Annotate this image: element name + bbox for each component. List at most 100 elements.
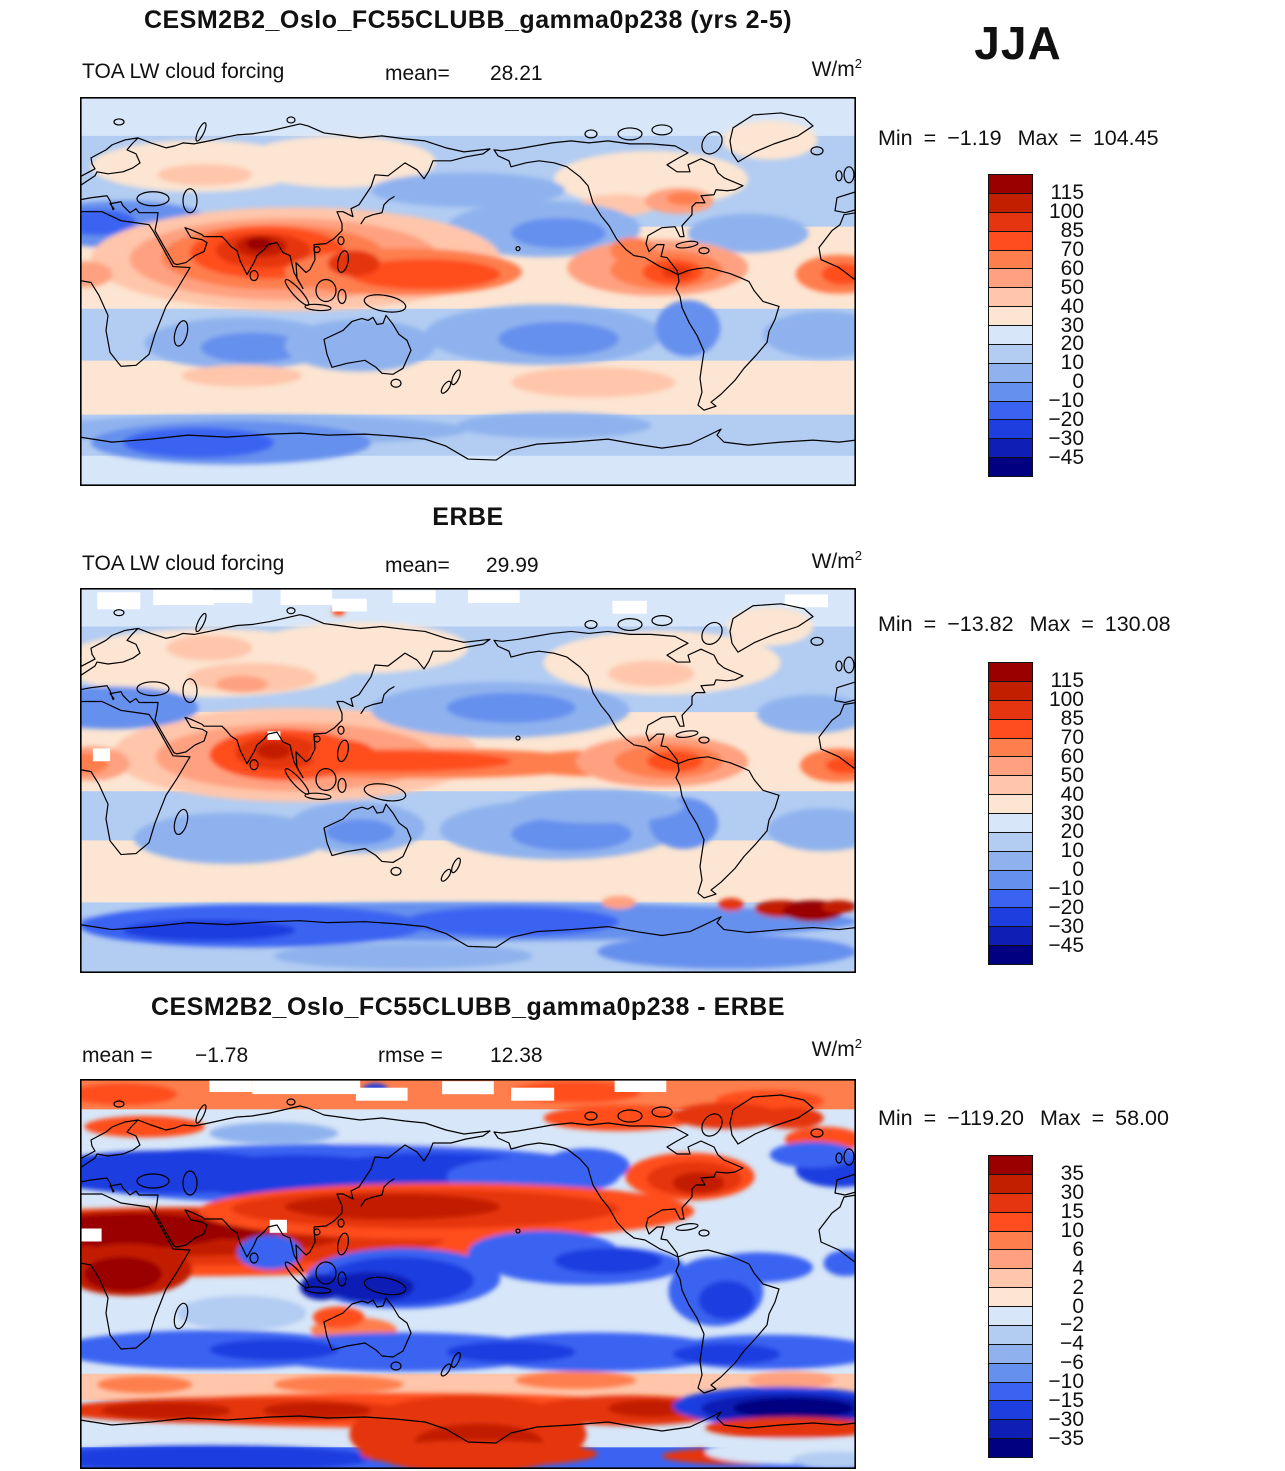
colorbar-swatch (989, 438, 1032, 458)
colorbar-swatch (989, 325, 1032, 344)
colorbar-tick-label: −10 (1048, 1370, 1084, 1394)
colorbar-swatch (989, 756, 1032, 776)
colorbar-tick-label: 10 (1060, 351, 1084, 375)
colorbar-swatch (989, 287, 1032, 307)
colorbar-tick-label: 50 (1060, 275, 1084, 299)
colorbar-swatch (989, 343, 1032, 363)
colorbar-swatch (989, 1400, 1032, 1420)
colorbar-swatch (989, 1438, 1032, 1457)
colorbar-tick-label: 0 (1072, 858, 1084, 882)
colorbar-tick-label: −2 (1060, 1313, 1084, 1337)
panel-model-minmax: Min = −1.19 Max = 104.45 (878, 126, 1159, 150)
colorbar-swatch (989, 1173, 1032, 1193)
colorbar-tick-label: 6 (1072, 1237, 1084, 1261)
colorbar-swatch (989, 699, 1032, 719)
map-diff-contour (80, 1079, 856, 1469)
colorbar-tick-label: 30 (1060, 313, 1084, 337)
colorbar-tick-label: −6 (1060, 1351, 1084, 1375)
colorbar-tick-label: 70 (1060, 237, 1084, 261)
colorbar-tick-label: −15 (1048, 1389, 1084, 1413)
panel-diff-rmse-label: rmse = (378, 1044, 443, 1067)
colorbar-swatch (989, 268, 1032, 288)
colorbar-swatch (989, 1211, 1032, 1231)
panel-obs-units: W/m2 (811, 548, 862, 573)
colorbar-tick-label: 115 (1050, 668, 1084, 692)
colorbar-swatch (989, 1156, 1032, 1174)
colorbar-swatch (989, 1324, 1032, 1344)
colorbar-swatch (989, 211, 1032, 231)
panel-obs-field-label: TOA LW cloud forcing (82, 552, 285, 575)
colorbar-swatch (989, 400, 1032, 420)
colorbar-model-labels: 115 100 85 70 60 50 40 30 20 10 0 −10 −20 −30 −45 (1038, 174, 1084, 477)
colorbar-obs-labels: 115 100 85 70 60 50 40 30 20 10 0 −10 −20 −30 −45 (1038, 662, 1084, 965)
colorbar-swatch (989, 362, 1032, 382)
colorbar-swatch (989, 419, 1032, 439)
colorbar-swatch (989, 1362, 1032, 1382)
colorbar-swatch (989, 813, 1032, 832)
world-coastline-overlay (80, 603, 856, 948)
panel-diff-minmax: Min = −119.20 Max = 58.00 (878, 1106, 1169, 1130)
colorbar-diff (988, 1155, 1033, 1458)
colorbar-model (988, 174, 1033, 477)
colorbar-swatch (989, 794, 1032, 813)
panel-diff-mean-label: mean = (82, 1044, 153, 1067)
colorbar-swatch (989, 230, 1032, 250)
panel-model-field-label: TOA LW cloud forcing (82, 60, 285, 83)
panel-obs-title: ERBE (432, 503, 504, 531)
panel-obs-minmax: Min = −13.82 Max = 130.08 (878, 612, 1171, 636)
colorbar-swatch (989, 175, 1032, 193)
panel-obs-mean-label: mean= (385, 554, 450, 577)
colorbar-swatch (989, 249, 1032, 269)
colorbar-tick-label: −20 (1048, 408, 1084, 432)
colorbar-obs (988, 662, 1033, 965)
colorbar-swatch (989, 850, 1032, 870)
colorbar-swatch (989, 1268, 1032, 1288)
colorbar-swatch (989, 1249, 1032, 1269)
colorbar-swatch (989, 680, 1032, 700)
colorbar-swatch (989, 718, 1032, 738)
colorbar-tick-label: −30 (1048, 427, 1084, 451)
colorbar-swatch (989, 1343, 1032, 1363)
colorbar-tick-label: 20 (1060, 332, 1084, 356)
colorbar-tick-label: 40 (1060, 294, 1084, 318)
colorbar-swatch (989, 1306, 1032, 1325)
colorbar-tick-label: 40 (1060, 782, 1084, 806)
colorbar-tick-label: 100 (1048, 687, 1084, 711)
colorbar-swatch (989, 888, 1032, 908)
map-model-contour (80, 97, 856, 486)
colorbar-tick-label: 10 (1060, 839, 1084, 863)
colorbar-tick-label: 0 (1072, 370, 1084, 394)
colorbar-tick-label: 20 (1060, 820, 1084, 844)
colorbar-tick-label: 100 (1048, 199, 1084, 223)
panel-diff-units: W/m2 (811, 1036, 862, 1061)
world-coastline-overlay (80, 112, 856, 461)
colorbar-tick-label: 85 (1060, 706, 1084, 730)
colorbar-swatch (989, 737, 1032, 757)
colorbar-tick-label: 30 (1060, 1180, 1084, 1204)
world-coastline-overlay (80, 1094, 856, 1444)
colorbar-tick-label: 10 (1060, 1218, 1084, 1242)
panel-diff-rmse-value: 12.38 (490, 1044, 543, 1067)
colorbar-swatch (989, 775, 1032, 795)
colorbar-tick-label: −45 (1048, 934, 1084, 958)
colorbar-tick-label: −45 (1048, 446, 1084, 470)
colorbar-tick-label: −10 (1048, 389, 1084, 413)
colorbar-tick-label: −30 (1048, 915, 1084, 939)
colorbar-swatch (989, 831, 1032, 851)
colorbar-swatch (989, 945, 1032, 964)
colorbar-swatch (989, 869, 1032, 889)
colorbar-tick-label: 60 (1060, 744, 1084, 768)
colorbar-tick-label: −4 (1060, 1332, 1084, 1356)
panel-model-mean-value: 28.21 (490, 62, 543, 85)
colorbar-swatch (989, 907, 1032, 927)
colorbar-tick-label: −20 (1048, 896, 1084, 920)
colorbar-tick-label: 50 (1060, 763, 1084, 787)
colorbar-tick-label: 115 (1050, 180, 1084, 204)
panel-model-title: CESM2B2_Oslo_FC55CLUBB_gamma0p238 (yrs 2… (143, 6, 793, 34)
panel-diff-mean-value: −1.78 (195, 1044, 249, 1067)
colorbar-tick-label: 4 (1072, 1256, 1084, 1280)
colorbar-tick-label: 2 (1072, 1275, 1084, 1299)
panel-diff-title: CESM2B2_Oslo_FC55CLUBB_gamma0p238 - ERBE (150, 993, 786, 1021)
colorbar-tick-label: 30 (1060, 801, 1084, 825)
